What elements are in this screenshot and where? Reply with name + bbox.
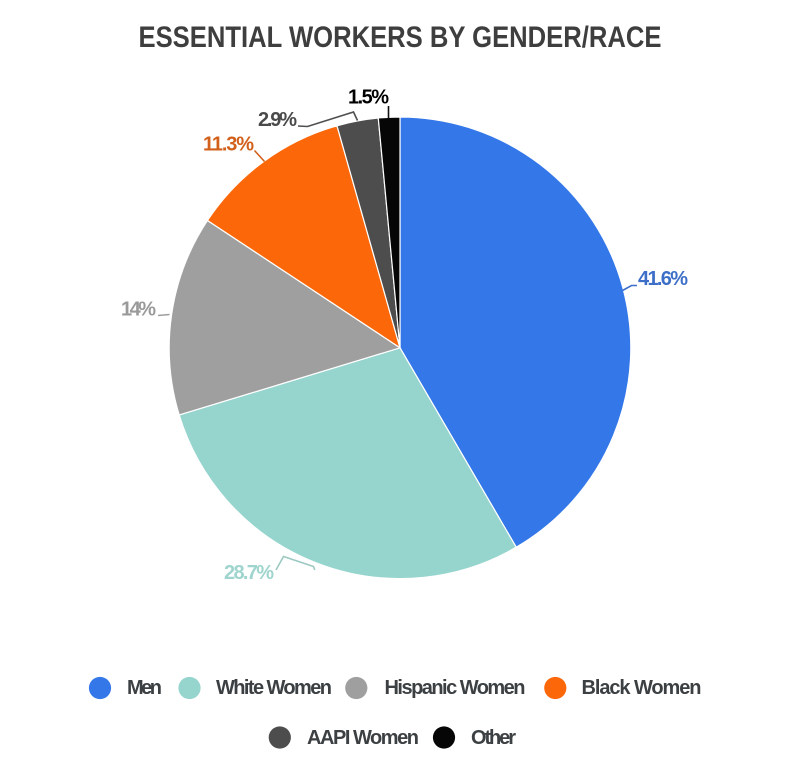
svg-text:ESSENTIAL WORKERS BY GENDER/RA: ESSENTIAL WORKERS BY GENDER/RACE [139,21,662,54]
svg-text:28.7%: 28.7% [224,562,274,584]
svg-text:14%: 14% [121,299,156,321]
svg-text:2.9%: 2.9% [258,109,297,131]
svg-text:Hispanic Women: Hispanic Women [385,677,526,699]
svg-text:41.6%: 41.6% [638,268,688,290]
svg-text:11.3%: 11.3% [203,134,254,156]
svg-text:Men: Men [127,677,162,699]
svg-text:1.5%: 1.5% [348,87,389,109]
svg-text:Black Women: Black Women [582,677,702,699]
svg-text:AAPI Women: AAPI Women [307,727,419,749]
svg-text:Other: Other [471,727,516,749]
svg-text:White Women: White Women [216,677,332,699]
